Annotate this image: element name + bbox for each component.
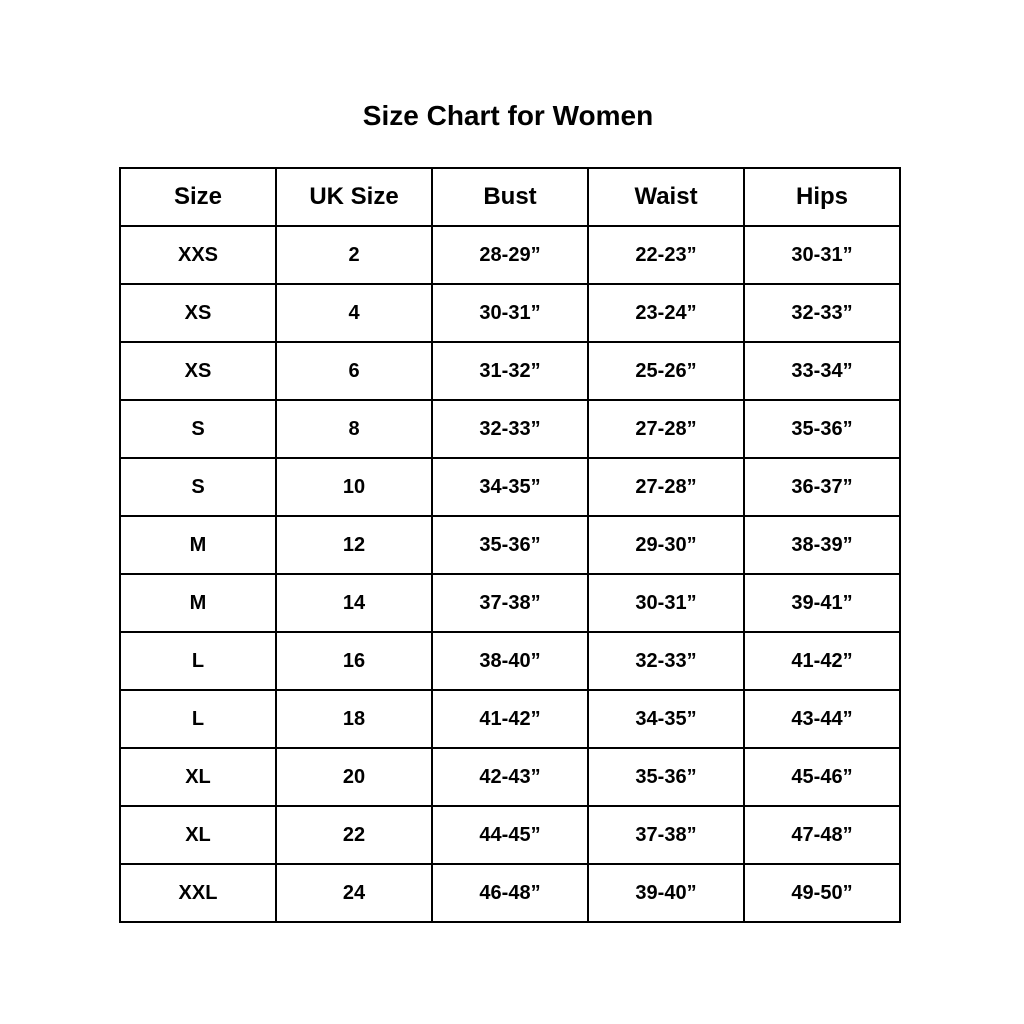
cell-hips: 43-44” xyxy=(743,689,901,749)
cell-bust: 31-32” xyxy=(431,341,589,401)
cell-size: XL xyxy=(119,747,277,807)
cell-uk-size: 18 xyxy=(275,689,433,749)
cell-size: M xyxy=(119,573,277,633)
cell-hips: 35-36” xyxy=(743,399,901,459)
table-row: XL 20 42-43” 35-36” 45-46” xyxy=(119,747,901,807)
table-row: XL 22 44-45” 37-38” 47-48” xyxy=(119,805,901,865)
table-row: S 10 34-35” 27-28” 36-37” xyxy=(119,457,901,517)
cell-bust: 28-29” xyxy=(431,225,589,285)
cell-bust: 44-45” xyxy=(431,805,589,865)
column-header-size: Size xyxy=(119,167,277,227)
table-row: XXS 2 28-29” 22-23” 30-31” xyxy=(119,225,901,285)
table-row: L 18 41-42” 34-35” 43-44” xyxy=(119,689,901,749)
cell-waist: 37-38” xyxy=(587,805,745,865)
cell-hips: 30-31” xyxy=(743,225,901,285)
cell-bust: 38-40” xyxy=(431,631,589,691)
cell-uk-size: 2 xyxy=(275,225,433,285)
cell-hips: 38-39” xyxy=(743,515,901,575)
table-row: S 8 32-33” 27-28” 35-36” xyxy=(119,399,901,459)
size-chart-table: Size UK Size Bust Waist Hips XXS 2 28-29” 22-23… xyxy=(119,167,901,923)
table-row: M 14 37-38” 30-31” 39-41” xyxy=(119,573,901,633)
cell-hips: 41-42” xyxy=(743,631,901,691)
cell-bust: 37-38” xyxy=(431,573,589,633)
cell-size: XXS xyxy=(119,225,277,285)
cell-uk-size: 12 xyxy=(275,515,433,575)
cell-waist: 27-28” xyxy=(587,457,745,517)
cell-bust: 41-42” xyxy=(431,689,589,749)
table-body: XXS 2 28-29” 22-23” 30-31” XS 4 30-31” 23-24” 32-… xyxy=(119,225,901,923)
cell-size: XS xyxy=(119,341,277,401)
cell-waist: 23-24” xyxy=(587,283,745,343)
cell-waist: 34-35” xyxy=(587,689,745,749)
cell-hips: 32-33” xyxy=(743,283,901,343)
cell-hips: 33-34” xyxy=(743,341,901,401)
cell-uk-size: 4 xyxy=(275,283,433,343)
cell-uk-size: 8 xyxy=(275,399,433,459)
table-row: XS 6 31-32” 25-26” 33-34” xyxy=(119,341,901,401)
cell-bust: 32-33” xyxy=(431,399,589,459)
cell-hips: 49-50” xyxy=(743,863,901,923)
cell-hips: 45-46” xyxy=(743,747,901,807)
cell-bust: 35-36” xyxy=(431,515,589,575)
cell-size: XS xyxy=(119,283,277,343)
cell-waist: 22-23” xyxy=(587,225,745,285)
table-row: M 12 35-36” 29-30” 38-39” xyxy=(119,515,901,575)
cell-waist: 25-26” xyxy=(587,341,745,401)
table-row: XS 4 30-31” 23-24” 32-33” xyxy=(119,283,901,343)
cell-size: L xyxy=(119,689,277,749)
page-title: Size Chart for Women xyxy=(362,100,654,131)
column-header-waist: Waist xyxy=(587,167,745,227)
cell-uk-size: 14 xyxy=(275,573,433,633)
column-header-bust: Bust xyxy=(431,167,589,227)
cell-bust: 46-48” xyxy=(431,863,589,923)
cell-hips: 47-48” xyxy=(743,805,901,865)
cell-bust: 34-35” xyxy=(431,457,589,517)
cell-waist: 27-28” xyxy=(587,399,745,459)
column-header-uk-size: UK Size xyxy=(275,167,433,227)
cell-waist: 30-31” xyxy=(587,573,745,633)
cell-size: S xyxy=(119,399,277,459)
cell-size: S xyxy=(119,457,277,517)
table-row: XXL 24 46-48” 39-40” 49-50” xyxy=(119,863,901,923)
cell-uk-size: 16 xyxy=(275,631,433,691)
cell-waist: 32-33” xyxy=(587,631,745,691)
cell-uk-size: 6 xyxy=(275,341,433,401)
cell-size: L xyxy=(119,631,277,691)
cell-waist: 29-30” xyxy=(587,515,745,575)
cell-hips: 39-41” xyxy=(743,573,901,633)
cell-bust: 30-31” xyxy=(431,283,589,343)
cell-size: XXL xyxy=(119,863,277,923)
cell-size: XL xyxy=(119,805,277,865)
cell-waist: 39-40” xyxy=(587,863,745,923)
column-header-hips: Hips xyxy=(743,167,901,227)
table-row: L 16 38-40” 32-33” 41-42” xyxy=(119,631,901,691)
cell-waist: 35-36” xyxy=(587,747,745,807)
cell-uk-size: 22 xyxy=(275,805,433,865)
cell-size: M xyxy=(119,515,277,575)
cell-bust: 42-43” xyxy=(431,747,589,807)
table-header-row: Size UK Size Bust Waist Hips xyxy=(119,167,901,227)
cell-hips: 36-37” xyxy=(743,457,901,517)
cell-uk-size: 10 xyxy=(275,457,433,517)
cell-uk-size: 20 xyxy=(275,747,433,807)
cell-uk-size: 24 xyxy=(275,863,433,923)
